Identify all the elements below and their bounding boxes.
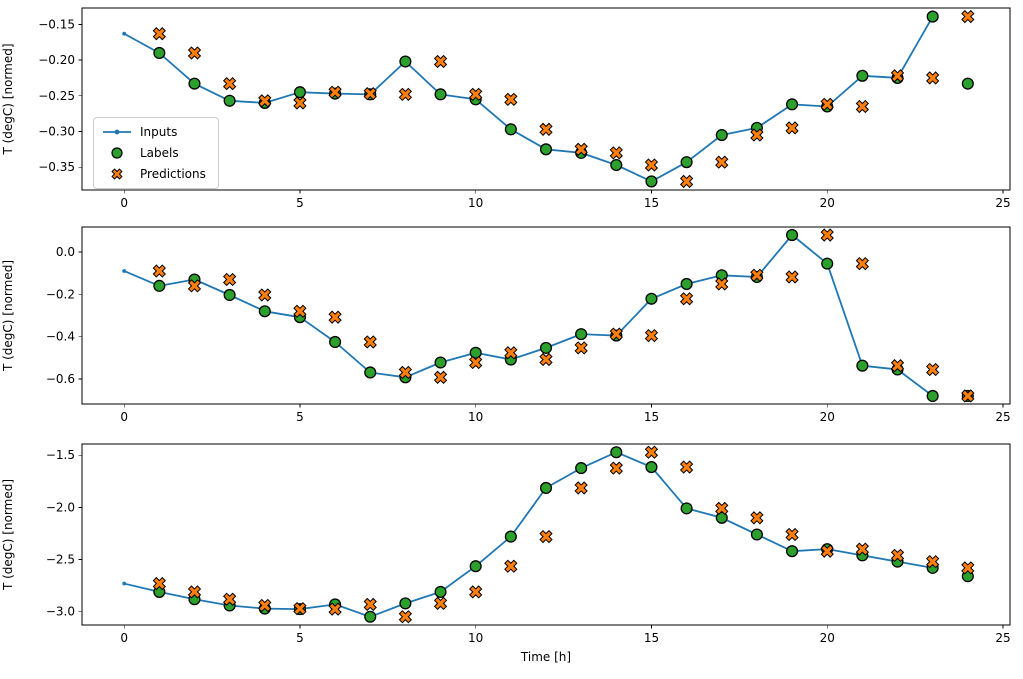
legend-item-inputs: Inputs (102, 123, 206, 141)
y-tick-label: −0.2 (46, 287, 75, 301)
y-tick-label: −1.5 (46, 448, 75, 462)
y-axis-label: T (degC) [normed] (1, 43, 15, 155)
x-tick-label: 25 (995, 631, 1010, 645)
legend-label: Labels (140, 146, 179, 160)
inputs-line (122, 233, 935, 398)
y-tick-label: −0.20 (38, 53, 75, 67)
y-tick-label: −0.15 (38, 17, 75, 31)
x-tick-label: 25 (995, 410, 1010, 424)
x-tick-label: 20 (820, 631, 835, 645)
y-tick-label: −2.0 (46, 500, 75, 514)
y-tick-label: −3.0 (46, 605, 75, 619)
x-tick-label: 0 (120, 631, 128, 645)
plot-frame (81, 226, 1011, 405)
inputs-line (122, 14, 935, 184)
legend-item-labels: Labels (102, 144, 206, 162)
y-tick-label: −0.6 (46, 372, 75, 386)
x-tick-label: 5 (296, 410, 304, 424)
x-tick-label: 20 (820, 196, 835, 210)
x-axis: 0 5 10 15 20 25 (120, 625, 1011, 645)
y-tick-label: −0.35 (38, 160, 75, 174)
predictions-scatter (152, 9, 975, 189)
labels-scatter (153, 228, 974, 403)
x-axis-label: Time [h] (520, 650, 571, 664)
predictions-scatter (152, 228, 975, 403)
plot-frame (81, 443, 1011, 626)
x-tick-label: 5 (296, 631, 304, 645)
y-tick-label: −2.5 (46, 553, 75, 567)
x-tick-label: 15 (644, 631, 659, 645)
y-tick-label: −0.25 (38, 89, 75, 103)
y-tick-label: −0.4 (46, 330, 75, 344)
x-tick-label: 10 (468, 196, 483, 210)
legend-label: Predictions (140, 167, 206, 181)
x-tick-label: 10 (468, 631, 483, 645)
y-axis-label: T (degC) [normed] (1, 479, 15, 591)
predictions-scatter (152, 445, 975, 624)
x-tick-label: 10 (468, 410, 483, 424)
x-tick-label: 15 (644, 196, 659, 210)
y-tick-label: 0.0 (56, 245, 75, 259)
line-dot-icon (102, 125, 132, 139)
plot-frame (81, 7, 1011, 191)
legend: Inputs Labels Predictions (93, 117, 219, 189)
x-icon (102, 167, 132, 181)
labels-scatter (153, 446, 974, 623)
x-axis: 0 5 10 15 20 25 (120, 190, 1011, 210)
y-axis: 0.0 −0.2 −0.4 −0.6 (46, 245, 82, 386)
x-tick-label: 5 (296, 196, 304, 210)
subplot-3: 0 5 10 15 20 25 −1.5 −2.0 −2.5 −3.0 T (degC) [norm… (1, 443, 1011, 664)
legend-item-predictions: Predictions (102, 165, 206, 183)
subplot-2: 0 5 10 15 20 25 0.0 −0.2 −0.4 −0.6 T (degC) [norme… (1, 226, 1011, 424)
inputs-line (122, 450, 935, 619)
x-tick-label: 15 (644, 410, 659, 424)
x-tick-label: 25 (995, 196, 1010, 210)
y-tick-label: −0.30 (38, 124, 75, 138)
legend-label: Inputs (140, 125, 178, 139)
circle-icon (102, 146, 132, 160)
y-axis: −0.15 −0.20 −0.25 −0.30 −0.35 (38, 17, 82, 174)
x-tick-label: 0 (120, 196, 128, 210)
y-axis: −1.5 −2.0 −2.5 −3.0 (46, 448, 82, 619)
x-axis: 0 5 10 15 20 25 (120, 404, 1011, 424)
x-tick-label: 20 (820, 410, 835, 424)
y-axis-label: T (degC) [normed] (1, 260, 15, 372)
x-tick-label: 0 (120, 410, 128, 424)
subplot-1: 0 5 10 15 20 25 −0.15 −0.20 −0.25 −0.30 −0.35 T (de… (1, 7, 1011, 210)
